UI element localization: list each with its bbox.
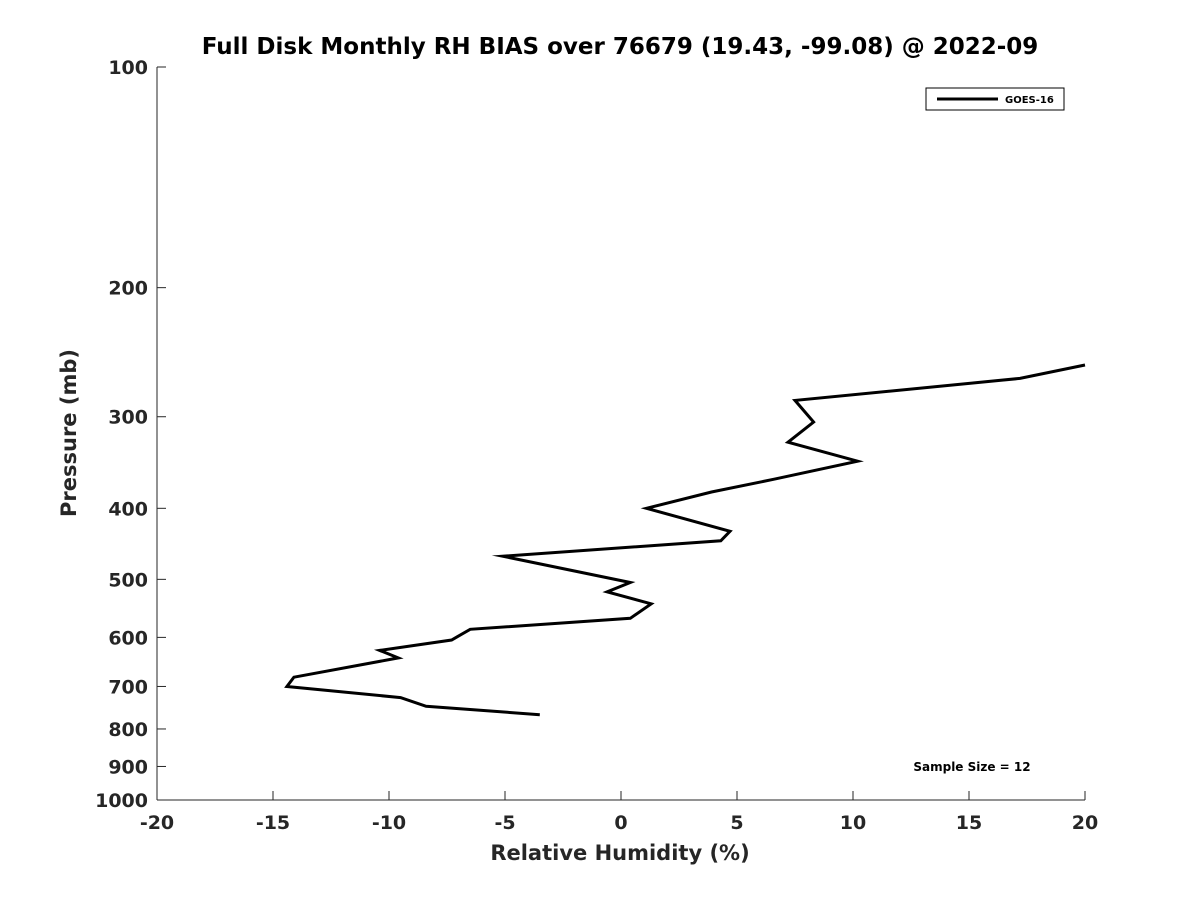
y-axis-label: Pressure (mb) <box>57 349 81 517</box>
series-group <box>284 363 1086 717</box>
x-tick-label: -5 <box>494 812 515 834</box>
x-tick-label: 0 <box>614 812 627 834</box>
y-axis-ticks: 100 200 300 400 500 600 700 800 900 1000 <box>95 57 166 812</box>
y-tick-label: 500 <box>108 569 148 591</box>
y-tick-label: 400 <box>108 498 148 520</box>
axes <box>156 67 1085 801</box>
x-tick-label: 10 <box>840 812 866 834</box>
y-tick-label: 200 <box>108 278 148 300</box>
legend: GOES-16 <box>925 87 1065 111</box>
y-tick-label: 1000 <box>95 790 148 812</box>
y-tick-label: 600 <box>108 627 148 649</box>
x-axis-ticks: -20 -15 -10 -5 0 5 10 15 20 <box>140 791 1098 834</box>
y-tick-label: 300 <box>108 407 148 429</box>
y-tick-label: 100 <box>108 57 148 79</box>
x-tick-label: -20 <box>140 812 174 834</box>
series-line-goes-16 <box>284 363 1086 717</box>
sample-size-label: Sample Size = 12 <box>913 760 1030 774</box>
y-tick-label: 800 <box>108 719 148 741</box>
legend-label-goes-16: GOES-16 <box>1005 95 1054 106</box>
chart-title: Full Disk Monthly RH BIAS over 76679 (19… <box>202 34 1039 60</box>
x-tick-label: 5 <box>730 812 743 834</box>
x-tick-label: 15 <box>956 812 982 834</box>
y-tick-label: 700 <box>108 676 148 698</box>
x-axis-label: Relative Humidity (%) <box>490 841 749 865</box>
x-tick-label: -10 <box>372 812 406 834</box>
x-tick-label: -15 <box>256 812 290 834</box>
y-tick-label: 900 <box>108 756 148 778</box>
x-tick-label: 20 <box>1072 812 1098 834</box>
